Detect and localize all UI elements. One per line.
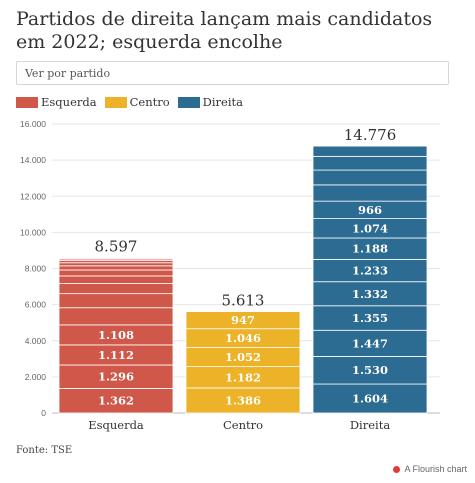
segment-value-label: 1.355	[352, 311, 388, 325]
bar-segment	[58, 257, 174, 259]
y-tick-label: 14.000	[20, 155, 46, 165]
segment-value-label: 1.233	[352, 264, 388, 278]
segment-value-label: 1.332	[352, 287, 388, 301]
y-tick-label: 8.000	[25, 264, 47, 274]
legend-swatch-centro	[104, 96, 127, 108]
segment-value-label: 1.447	[352, 336, 388, 350]
segment-value-label: 1.604	[352, 392, 388, 406]
legend-label-centro: Centro	[129, 95, 170, 109]
bar-segment	[312, 145, 428, 157]
y-tick-label: 6.000	[25, 300, 47, 310]
legend-item-centro[interactable]: Centro	[104, 95, 170, 109]
y-tick-label: 0	[41, 408, 46, 418]
bar-segment	[312, 383, 428, 414]
segment-value-label: 1.362	[98, 394, 134, 408]
bar-segment	[312, 184, 428, 202]
bar-total-label: 14.776	[344, 126, 397, 144]
bar-segment	[312, 305, 428, 331]
legend-label-direita: Direita	[202, 95, 244, 109]
segment-value-label: 1.188	[352, 242, 388, 256]
flourish-credit-label: A Flourish chart	[404, 464, 467, 474]
y-tick-label: 10.000	[20, 227, 46, 237]
bar-segment	[58, 387, 174, 414]
bar-segment	[312, 355, 428, 385]
flourish-credit-link[interactable]: A Flourish chart	[393, 464, 467, 474]
y-tick-label: 4.000	[25, 336, 47, 346]
legend-item-direita[interactable]: Direita	[177, 95, 244, 109]
party-filter-select[interactable]: Ver por partido	[16, 61, 449, 85]
y-tick-label: 16.000	[20, 119, 46, 129]
legend-swatch-direita	[177, 96, 200, 108]
legend-label-esquerda: Esquerda	[41, 95, 97, 109]
stacked-bar-chart: 0 2.000 4.000 6.000 8.000 10.000 12.000 14.000 1…	[20, 119, 440, 432]
segment-value-label: 1.112	[98, 348, 134, 362]
segment-value-label: 1.296	[98, 370, 134, 384]
segment-value-label: 1.182	[225, 370, 261, 384]
x-category-label: Esquerda	[88, 418, 144, 432]
bar-segment	[58, 269, 174, 277]
bar-segment	[58, 307, 174, 326]
segment-value-label: 947	[231, 313, 255, 327]
y-tick-label: 12.000	[20, 191, 46, 201]
segment-value-label: 1.052	[225, 350, 261, 364]
bar-segment	[58, 283, 174, 295]
bar-segment	[312, 155, 428, 171]
bar-segment	[58, 262, 174, 267]
x-category-label: Centro	[223, 418, 263, 432]
bar-segment	[312, 169, 428, 186]
segment-value-label: 1.046	[225, 331, 261, 345]
source-note: Fonte: TSE	[16, 445, 73, 456]
segment-value-label: 1.530	[352, 363, 388, 377]
bar-total-label: 8.597	[95, 238, 138, 256]
bar-segment	[58, 293, 174, 309]
flourish-logo-icon	[393, 465, 401, 473]
segment-value-label: 1.108	[98, 328, 134, 342]
bar-segment	[58, 265, 174, 271]
bar-total-label: 5.613	[222, 292, 265, 310]
x-category-label: Direita	[350, 418, 391, 432]
legend: Esquerda Centro Direita	[16, 95, 251, 109]
chart-title: Partidos de direita lançam mais candidat…	[16, 8, 433, 53]
bar-segment	[185, 311, 301, 330]
segment-value-label: 966	[358, 203, 382, 217]
y-tick-label: 2.000	[25, 372, 47, 382]
segment-value-label: 1.386	[225, 393, 261, 407]
legend-item-esquerda[interactable]: Esquerda	[16, 95, 97, 109]
bar-segment	[185, 387, 301, 414]
bar-segment	[58, 275, 174, 284]
legend-swatch-esquerda	[16, 96, 38, 108]
segment-value-label: 1.074	[352, 221, 388, 235]
